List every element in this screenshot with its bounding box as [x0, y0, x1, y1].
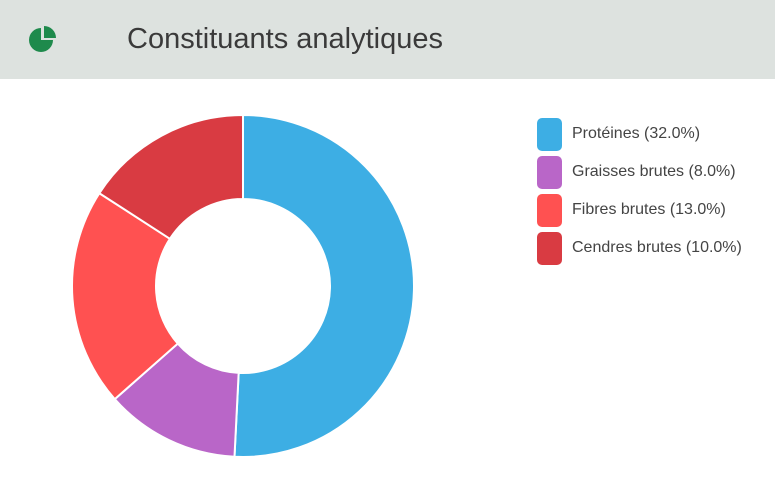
pie-chart-icon — [29, 26, 56, 52]
legend-label: Cendres brutes (10.0%) — [572, 239, 742, 256]
legend-swatch — [537, 193, 562, 227]
legend-item[interactable]: Fibres brutes (13.0%) — [537, 191, 742, 229]
donut-slice-1[interactable] — [233, 113, 416, 458]
legend-swatch — [537, 117, 562, 151]
page-title: Constituants analytiques — [127, 23, 443, 55]
legend-label: Protéines (32.0%) — [572, 125, 701, 142]
donut-chart — [71, 113, 416, 458]
legend-swatch — [537, 231, 562, 265]
donut-slice-4[interactable] — [97, 113, 244, 241]
legend-swatch — [537, 155, 562, 189]
legend-item[interactable]: Cendres brutes (10.0%) — [537, 229, 742, 267]
donut-chart-area: Protéines (32.0%) Graisses brutes (8.0%) F… — [0, 79, 775, 478]
legend-item[interactable]: Protéines (32.0%) — [537, 115, 742, 153]
legend-item[interactable]: Graisses brutes (8.0%) — [537, 153, 742, 191]
legend-label: Fibres brutes (13.0%) — [572, 201, 726, 218]
chart-legend: Protéines (32.0%) Graisses brutes (8.0%) F… — [537, 115, 742, 267]
chart-header: Constituants analytiques — [0, 0, 775, 79]
donut-slice-3[interactable] — [71, 191, 180, 401]
legend-label: Graisses brutes (8.0%) — [572, 163, 736, 180]
